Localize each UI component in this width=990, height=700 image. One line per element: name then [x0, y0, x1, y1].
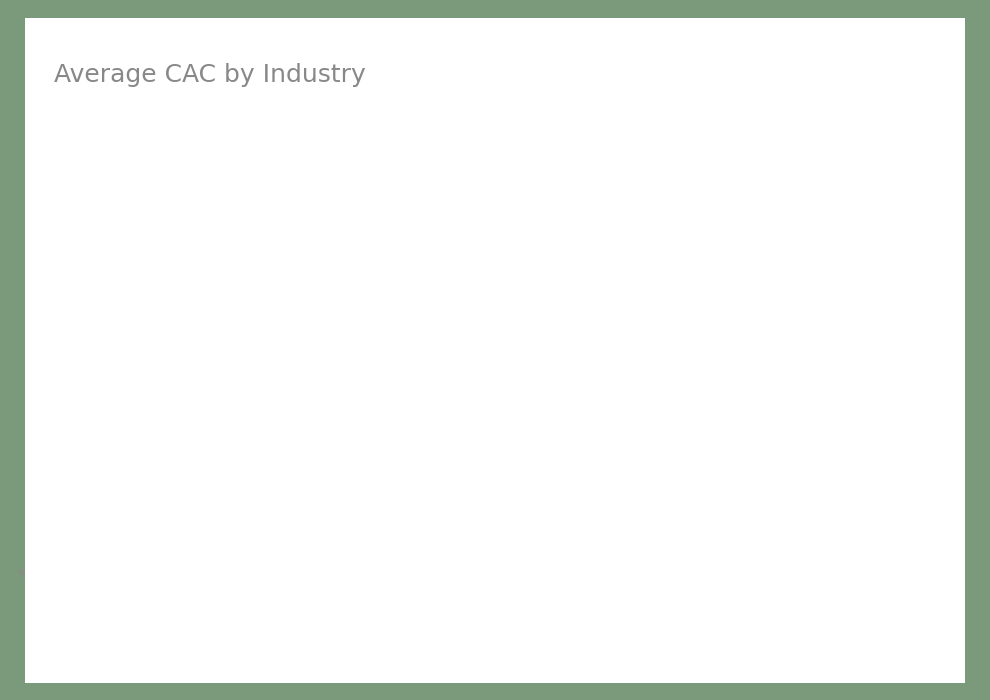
- Bar: [343, 412, 353, 490]
- Bar: [302, 395, 313, 490]
- Bar: [931, 420, 940, 490]
- Bar: [492, 299, 503, 490]
- Text: Average CAC by Industry: Average CAC by Industry: [54, 63, 366, 87]
- Bar: [751, 439, 761, 490]
- Bar: [333, 459, 343, 490]
- Bar: [761, 389, 772, 490]
- Bar: [841, 384, 851, 490]
- Bar: [283, 349, 293, 490]
- Bar: [612, 358, 623, 490]
- Bar: [422, 463, 433, 490]
- Bar: [940, 379, 951, 490]
- Bar: [702, 371, 712, 490]
- Bar: [523, 180, 533, 490]
- X-axis label: Industry: Industry: [491, 604, 553, 620]
- Bar: [372, 410, 383, 490]
- Bar: [542, 458, 552, 490]
- Bar: [602, 441, 612, 490]
- Bar: [253, 355, 263, 490]
- Bar: [213, 459, 223, 490]
- Bar: [272, 426, 283, 490]
- Bar: [552, 402, 562, 490]
- Bar: [433, 416, 443, 490]
- Bar: [642, 294, 652, 490]
- Bar: [193, 337, 204, 490]
- Bar: [691, 410, 702, 490]
- Bar: [791, 458, 802, 490]
- Bar: [152, 412, 163, 490]
- Bar: [163, 350, 174, 490]
- Bar: [243, 407, 253, 490]
- Bar: [452, 456, 462, 490]
- Bar: [582, 366, 592, 490]
- Bar: [392, 416, 403, 490]
- Bar: [901, 420, 911, 490]
- Bar: [134, 410, 144, 490]
- Bar: [911, 375, 922, 490]
- Legend: Average Organic CAC Average Inorganic CAC, Average Organic CAC Average Inorganic: Average Organic CAC Average Inorganic CA…: [207, 48, 838, 71]
- Bar: [403, 385, 413, 490]
- Bar: [870, 456, 881, 490]
- Bar: [881, 379, 892, 490]
- Bar: [732, 331, 742, 490]
- Bar: [822, 305, 832, 490]
- Bar: [632, 398, 642, 490]
- Bar: [672, 350, 682, 490]
- Bar: [313, 395, 324, 490]
- Bar: [104, 346, 114, 490]
- Bar: [362, 436, 372, 490]
- Bar: [482, 390, 492, 490]
- Bar: [851, 356, 861, 490]
- Bar: [661, 385, 672, 490]
- Bar: [781, 463, 791, 490]
- Bar: [462, 371, 473, 490]
- Bar: [93, 407, 104, 490]
- Bar: [123, 436, 134, 490]
- Bar: [512, 354, 522, 490]
- Bar: [811, 386, 822, 490]
- Bar: [223, 439, 234, 490]
- Bar: [571, 402, 582, 490]
- Bar: [183, 398, 193, 490]
- Bar: [721, 380, 732, 490]
